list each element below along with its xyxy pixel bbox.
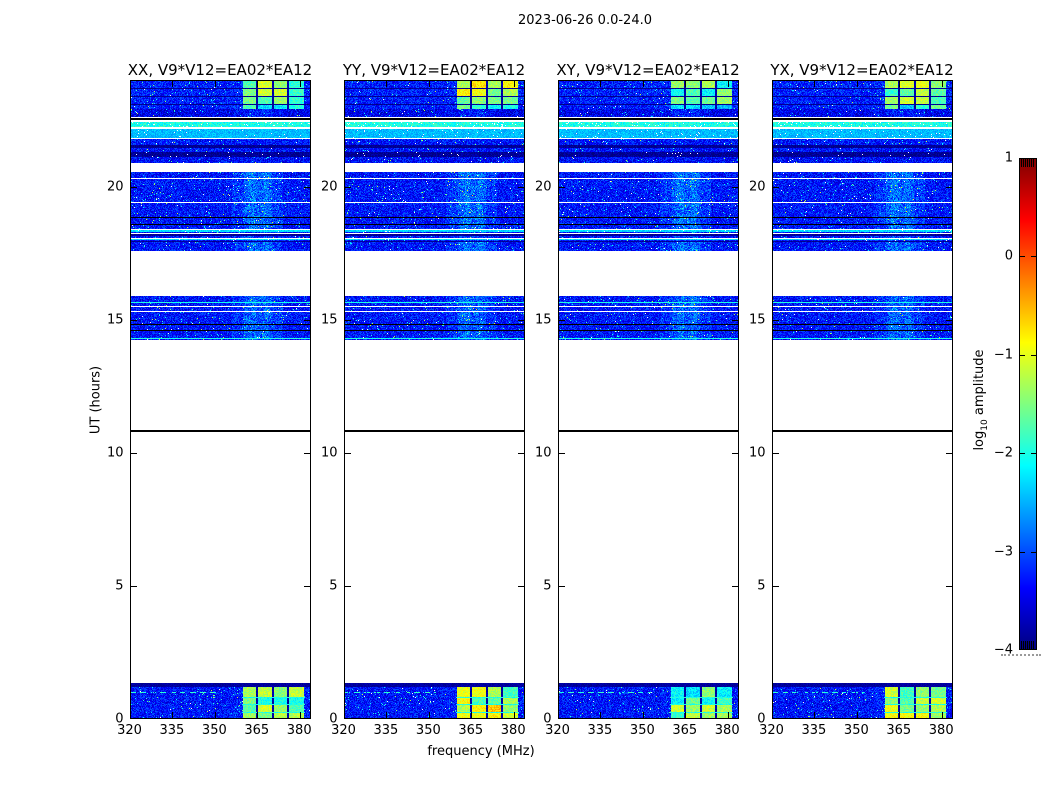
x-tick-label: 320 (331, 723, 356, 738)
colorbar-tick-label: −2 (993, 445, 1013, 461)
y-tick-label: 0 (543, 711, 552, 727)
x-tick-label: 380 (714, 723, 740, 738)
x-tick-label: 365 (458, 723, 484, 738)
y-tick-label: 10 (320, 445, 338, 461)
y-tick-label: 20 (106, 179, 124, 195)
x-tick-label: 365 (672, 723, 698, 738)
colorbar-label-base: log (972, 430, 988, 451)
y-tick-label: 0 (115, 711, 124, 727)
panel-xx-heatmap (129, 80, 311, 719)
colorbar-label-sub: 10 (979, 419, 990, 431)
y-tick-label: 5 (329, 578, 338, 594)
panel-title: YY, V9*V12=EA02*EA12 (342, 61, 526, 79)
y-tick-label: 10 (534, 445, 552, 461)
colorbar-tick-label: −4 (993, 642, 1013, 658)
y-tick-label: 20 (534, 179, 552, 195)
x-tick-label: 380 (928, 723, 954, 738)
y-tick-label: 15 (748, 312, 766, 328)
colorbar-tick-label: 1 (1004, 150, 1013, 166)
panel-yy-heatmap (343, 80, 525, 719)
y-tick-label: 20 (748, 179, 766, 195)
panel-title: YX, V9*V12=EA02*EA12 (770, 61, 954, 79)
y-tick-label: 0 (329, 711, 338, 727)
colorbar-tick-label: −1 (993, 347, 1013, 363)
y-tick-label: 15 (320, 312, 338, 328)
y-tick-label: 5 (115, 578, 124, 594)
x-tick-label: 350 (415, 723, 441, 738)
y-tick-label: 5 (543, 578, 552, 594)
x-tick-label: 350 (843, 723, 869, 738)
x-tick-label: 335 (373, 723, 399, 738)
panel-title: XY, V9*V12=EA02*EA12 (556, 61, 740, 79)
y-tick-label: 20 (320, 179, 338, 195)
x-tick-label: 350 (201, 723, 227, 738)
figure-title: 2023-06-26 0.0-24.0 (518, 13, 652, 28)
y-tick-label: 0 (757, 711, 766, 727)
x-tick-label: 365 (886, 723, 912, 738)
y-tick-label: 15 (106, 312, 124, 328)
panel-yx-heatmap (771, 80, 953, 719)
y-tick-label: 10 (748, 445, 766, 461)
colorbar-canvas (1019, 158, 1037, 650)
colorbar-dotted-line (1001, 654, 1041, 656)
y-axis-label: UT (hours) (88, 365, 104, 435)
x-tick-label: 380 (500, 723, 526, 738)
colorbar-label: log10 amplitude (972, 349, 990, 450)
x-tick-label: 320 (545, 723, 570, 738)
x-tick-label: 320 (117, 723, 142, 738)
x-tick-label: 335 (801, 723, 827, 738)
x-tick-label: 335 (159, 723, 185, 738)
colorbar-tick-label: −3 (993, 544, 1013, 560)
y-tick-label: 10 (106, 445, 124, 461)
x-tick-label: 320 (759, 723, 784, 738)
colorbar-tick-label: 0 (1004, 248, 1013, 264)
y-tick-label: 15 (534, 312, 552, 328)
panel-xy-heatmap (557, 80, 739, 719)
colorbar-label-rest: amplitude (972, 349, 988, 420)
panel-title: XX, V9*V12=EA02*EA12 (127, 61, 313, 79)
x-tick-label: 380 (286, 723, 312, 738)
y-tick-label: 5 (757, 578, 766, 594)
x-tick-label: 350 (629, 723, 655, 738)
x-axis-label: frequency (MHz) (427, 744, 535, 759)
x-tick-label: 335 (587, 723, 613, 738)
x-tick-label: 365 (244, 723, 270, 738)
